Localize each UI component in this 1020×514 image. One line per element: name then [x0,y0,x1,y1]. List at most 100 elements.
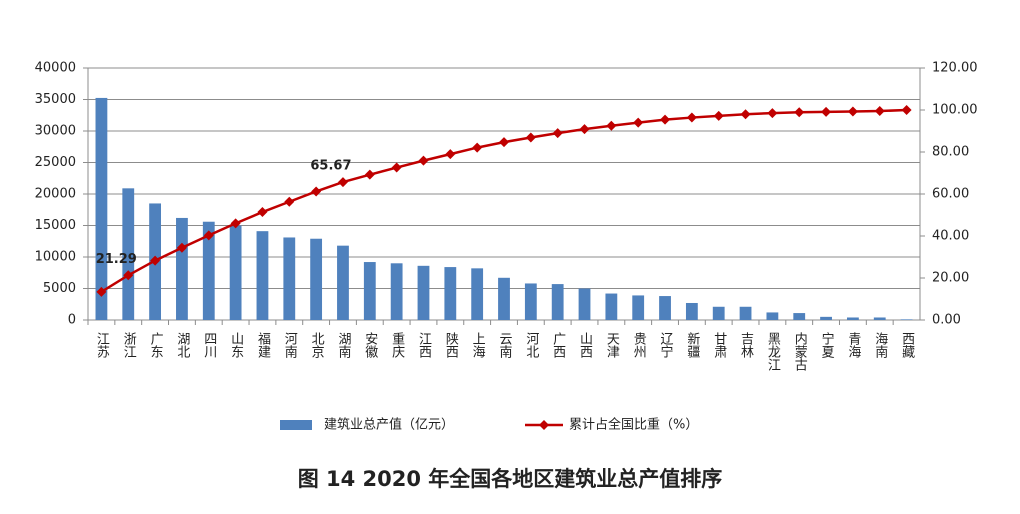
legend-marker [539,420,549,430]
x-tick-label: 内蒙古 [792,331,808,371]
y2-tick-label: 120.00 [932,61,978,76]
bar [363,262,376,320]
x-tick-label: 福建 [255,332,271,359]
y2-tick-label: 0.00 [932,313,961,328]
marker [552,128,563,139]
marker [230,218,241,229]
x-tick-label: 湖南 [335,332,351,358]
y2-tick-label: 60.00 [932,187,969,202]
marker [525,132,536,143]
x-tick-label: 湖北 [174,332,190,359]
x-tick-label: 广东 [148,332,164,358]
bar [444,267,457,320]
y2-tick-label: 20.00 [932,271,969,286]
legend-swatch [280,420,312,430]
x-tick-label: 青海 [845,332,861,358]
x-tick-label: 西藏 [899,332,915,358]
marker [633,117,644,128]
bar [95,97,108,320]
x-tick-label: 黑龙江 [765,332,781,371]
x-tick-label: 吉林 [738,332,754,358]
x-tick-label: 上海 [470,332,486,358]
bar [498,277,510,320]
x-tick-label: 北京 [309,332,325,358]
bar [471,268,484,320]
x-tick-label: 广西 [550,332,566,358]
bar [310,238,323,320]
bar [283,237,296,320]
marker [257,207,268,218]
legend-label: 累计占全国比重（%） [569,417,698,433]
x-tick-label: 浙江 [121,332,137,358]
bar [766,312,779,320]
marker [311,186,322,197]
bar [820,316,832,320]
marker [660,114,671,125]
legend-label: 建筑业总产值（亿元） [324,417,454,433]
y-tick-label: 30000 [35,124,76,139]
x-tick-label: 辽宁 [658,332,674,358]
x-tick-label: 陕西 [443,332,459,358]
y2-tick-label: 100.00 [932,103,978,118]
y-tick-label: 10000 [35,250,76,265]
bar [417,265,430,320]
bar [578,288,591,320]
x-tick-label: 云南 [497,332,513,358]
marker [337,177,348,188]
x-tick-label: 四川 [201,332,217,358]
marker [418,155,429,166]
bar [793,313,806,320]
bar [256,231,269,320]
bar [390,263,403,320]
marker [123,270,134,281]
marker [96,286,107,297]
bar [551,284,564,320]
bar [873,317,886,320]
bar [739,306,752,320]
bar [605,293,618,320]
marker [445,149,456,160]
marker [364,169,375,180]
marker [579,124,590,135]
x-tick-label: 河北 [523,332,539,359]
marker [847,106,858,117]
chart-title: 图 14 2020 年全国各地区建筑业总产值排序 [298,467,723,491]
marker [686,112,697,123]
marker [901,105,912,115]
marker [874,106,885,117]
x-tick-label: 河南 [282,332,298,358]
marker [150,255,161,266]
x-tick-label: 重庆 [389,331,405,358]
marker [499,137,509,148]
bar [176,217,188,320]
marker [472,142,483,153]
marker [391,162,402,173]
bar [685,302,698,320]
marker [794,107,805,118]
x-tick-label: 海南 [872,332,888,358]
y2-tick-label: 40.00 [932,229,969,244]
y-tick-label: 35000 [35,92,76,107]
x-tick-label: 天津 [604,332,620,358]
bar [202,221,215,320]
data-label: 21.29 [96,252,137,267]
bar [900,319,913,320]
x-tick-label: 甘肃 [711,332,727,358]
marker [821,106,832,117]
data-label: 65.67 [310,159,351,174]
bar [122,188,135,320]
bar [712,306,725,320]
marker [767,108,778,119]
marker [606,120,617,131]
x-tick-label: 贵州 [631,332,647,358]
x-tick-label: 安徽 [362,332,378,358]
y-tick-label: 25000 [35,155,76,170]
bar [846,317,859,320]
y2-tick-label: 80.00 [932,145,969,160]
marker [740,109,751,120]
y-tick-label: 0 [68,313,76,328]
x-tick-label: 山西 [577,332,593,358]
marker [203,230,214,241]
x-tick-label: 江苏 [94,332,110,358]
